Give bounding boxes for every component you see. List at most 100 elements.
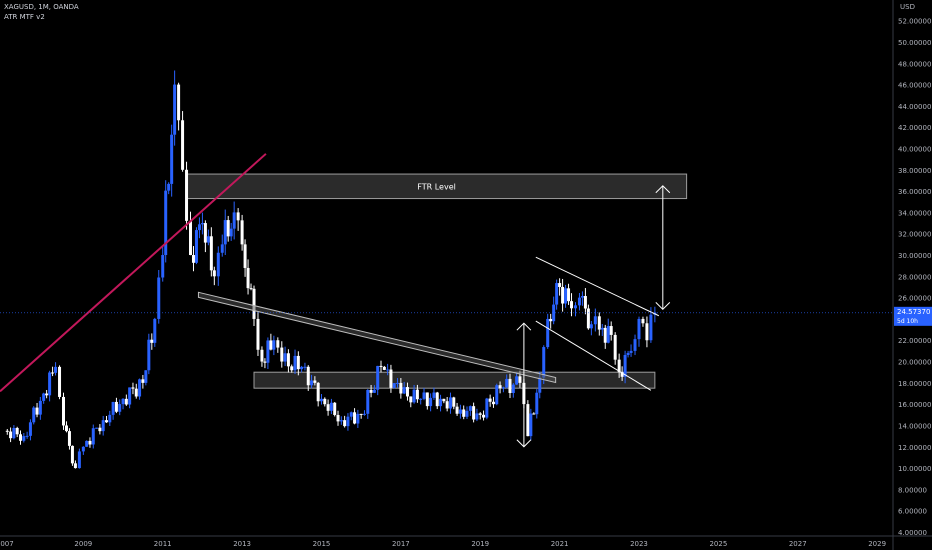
candle[interactable] — [346, 413, 350, 431]
candle[interactable] — [206, 229, 210, 246]
candle[interactable] — [45, 389, 49, 399]
candle[interactable] — [150, 333, 154, 350]
candle[interactable] — [359, 413, 363, 419]
candle[interactable] — [131, 382, 135, 395]
candle[interactable] — [185, 161, 189, 230]
candle[interactable] — [555, 279, 559, 310]
candle[interactable] — [81, 446, 85, 455]
candle[interactable] — [276, 337, 280, 353]
candle[interactable] — [369, 384, 373, 398]
candle[interactable] — [266, 337, 270, 370]
current-price-tag[interactable]: 24.57370 5d 10h — [894, 306, 932, 326]
candle[interactable] — [586, 304, 590, 330]
candle[interactable] — [232, 201, 236, 240]
candle[interactable] — [372, 385, 376, 394]
candle[interactable] — [546, 313, 550, 349]
candle[interactable] — [95, 427, 99, 429]
candle[interactable] — [147, 333, 151, 375]
candle[interactable] — [70, 445, 74, 466]
candle[interactable] — [280, 341, 284, 368]
candle[interactable] — [153, 317, 157, 347]
candle[interactable] — [173, 70, 177, 146]
candle[interactable] — [603, 324, 607, 349]
candle[interactable] — [577, 293, 581, 311]
candle[interactable] — [77, 448, 81, 469]
candle[interactable] — [649, 307, 653, 343]
candle[interactable] — [319, 394, 323, 405]
candle[interactable] — [637, 316, 641, 347]
candle[interactable] — [329, 398, 333, 415]
candle[interactable] — [339, 416, 343, 425]
candle[interactable] — [445, 396, 449, 412]
candle[interactable] — [333, 402, 337, 417]
candle[interactable] — [501, 386, 505, 393]
candle[interactable] — [448, 392, 452, 414]
candle[interactable] — [482, 410, 486, 421]
candle[interactable] — [382, 365, 386, 371]
candle[interactable] — [272, 335, 276, 356]
candle[interactable] — [326, 399, 330, 416]
candle[interactable] — [415, 384, 419, 403]
candle[interactable] — [22, 432, 26, 443]
candle[interactable] — [260, 346, 264, 367]
candle[interactable] — [42, 392, 46, 404]
candle[interactable] — [422, 387, 426, 401]
candle[interactable] — [101, 415, 105, 436]
candle[interactable] — [28, 419, 32, 441]
uptrend-line[interactable] — [0, 153, 267, 393]
candle[interactable] — [104, 415, 108, 423]
candle[interactable] — [194, 227, 198, 265]
candle[interactable] — [197, 217, 201, 239]
candle[interactable] — [439, 394, 443, 412]
candle[interactable] — [353, 408, 357, 425]
candle[interactable] — [32, 406, 36, 425]
candle[interactable] — [495, 383, 499, 406]
candle[interactable] — [48, 370, 52, 402]
candle[interactable] — [296, 351, 300, 376]
candle[interactable] — [316, 382, 320, 407]
candle[interactable] — [452, 396, 456, 410]
candle[interactable] — [203, 220, 207, 253]
candle[interactable] — [491, 396, 495, 408]
candle[interactable] — [170, 124, 174, 197]
candle[interactable] — [177, 82, 181, 131]
candle[interactable] — [402, 381, 406, 395]
candle[interactable] — [15, 426, 19, 438]
candle[interactable] — [532, 412, 536, 415]
candle[interactable] — [362, 410, 366, 416]
candle[interactable] — [121, 398, 125, 410]
candle[interactable] — [114, 397, 118, 414]
candle[interactable] — [243, 239, 247, 277]
candle[interactable] — [478, 412, 482, 420]
candle[interactable] — [249, 283, 253, 291]
candle[interactable] — [240, 214, 244, 251]
candle[interactable] — [313, 376, 317, 386]
candle[interactable] — [283, 346, 287, 367]
candle[interactable] — [246, 259, 250, 295]
candle[interactable] — [73, 460, 77, 469]
candle[interactable] — [91, 424, 95, 449]
candle[interactable] — [549, 313, 553, 329]
candle[interactable] — [9, 427, 13, 443]
candle[interactable] — [561, 278, 565, 312]
descending-trend-band[interactable] — [197, 291, 557, 384]
candle[interactable] — [200, 212, 204, 235]
candle[interactable] — [12, 425, 16, 440]
candle[interactable] — [606, 318, 610, 344]
candle[interactable] — [138, 378, 142, 400]
candle[interactable] — [597, 312, 601, 336]
candle[interactable] — [220, 234, 224, 257]
candle[interactable] — [515, 372, 519, 385]
candle[interactable] — [623, 350, 627, 384]
candle[interactable] — [432, 387, 436, 400]
candle[interactable] — [67, 428, 71, 450]
candle[interactable] — [64, 421, 68, 433]
candle[interactable] — [157, 269, 161, 324]
candle[interactable] — [310, 374, 314, 389]
candle[interactable] — [290, 364, 294, 373]
channel-upper-line[interactable] — [535, 256, 660, 317]
candle[interactable] — [293, 349, 297, 375]
candle[interactable] — [386, 363, 390, 376]
candle[interactable] — [429, 393, 433, 412]
